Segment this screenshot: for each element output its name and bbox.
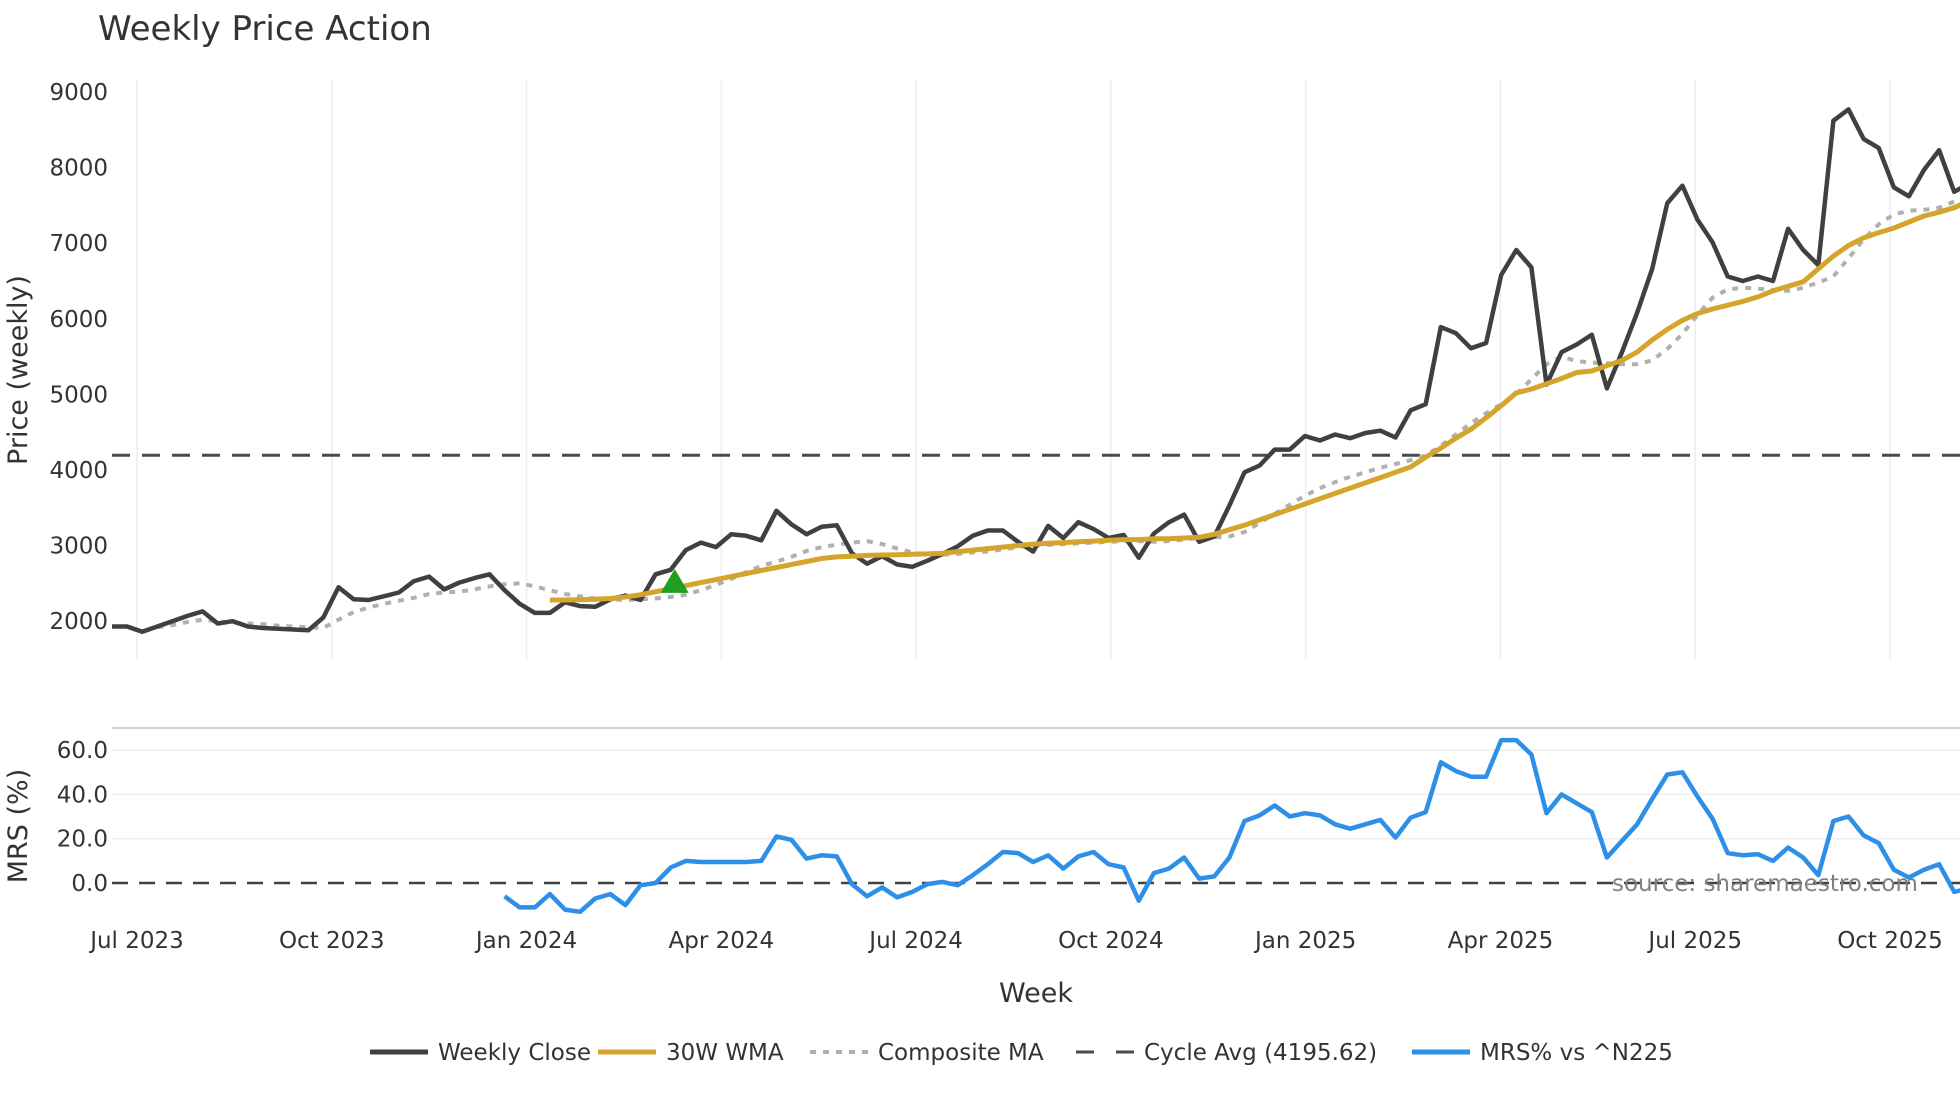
- price-vertical-gridlines: [136, 80, 1891, 660]
- x-axis: Jul 2023 Oct 2023 Jan 2024 Apr 2024 Jul 2024…: [88, 928, 1943, 954]
- legend-label: 30W WMA: [666, 1040, 784, 1066]
- mrs-panel: 0.0 20.0 40.0 60.0 MRS (%) source: sharemae…: [3, 727, 1960, 915]
- price-y-axis-title: Price (weekly): [3, 275, 34, 465]
- price-y-tick-label: 4000: [49, 458, 108, 484]
- price-y-tick-label: 3000: [49, 534, 108, 560]
- source-watermark: source: sharemaestro.com: [1612, 871, 1918, 897]
- mrs-y-tick-label: 0.0: [71, 871, 108, 897]
- mrs-y-axis: 0.0 20.0 40.0 60.0: [57, 738, 108, 897]
- x-tick-label: Apr 2025: [1448, 928, 1554, 954]
- mrs-y-tick-label: 20.0: [57, 827, 108, 853]
- x-axis-title: Week: [999, 978, 1073, 1009]
- x-tick-label: Jan 2025: [1253, 928, 1356, 954]
- price-y-tick-label: 8000: [49, 156, 108, 182]
- mrs-series: [503, 737, 1960, 915]
- legend-entry: Composite MA: [810, 1040, 1044, 1066]
- mrs-vs-n225-line: [503, 737, 1960, 915]
- mrs-y-axis-title: MRS (%): [3, 769, 34, 884]
- x-tick-label: Apr 2024: [669, 928, 775, 954]
- chart-title: Weekly Price Action: [98, 9, 432, 49]
- mrs-horizontal-gridlines: [112, 749, 1960, 840]
- x-tick-label: Oct 2024: [1058, 928, 1164, 954]
- signal-markers: [660, 568, 689, 593]
- legend-label: Composite MA: [878, 1040, 1044, 1066]
- legend-label: MRS% vs ^N225: [1480, 1040, 1673, 1066]
- composite-ma-line: [157, 198, 1960, 630]
- price-panel: 2000 3000 4000 5000 6000 7000 8000 9000 Price (…: [3, 80, 1960, 660]
- legend-entry: 30W WMA: [598, 1040, 784, 1066]
- price-y-tick-label: 9000: [49, 80, 108, 106]
- x-tick-label: Jul 2024: [867, 928, 963, 954]
- price-y-tick-label: 2000: [49, 609, 108, 635]
- mrs-y-tick-label: 40.0: [57, 782, 108, 808]
- buy-signal-triangle-icon: [660, 568, 689, 593]
- legend-label: Cycle Avg (4195.62): [1144, 1040, 1377, 1066]
- x-tick-label: Oct 2025: [1837, 928, 1943, 954]
- price-y-axis: 2000 3000 4000 5000 6000 7000 8000 9000: [49, 80, 108, 635]
- x-tick-label: Oct 2023: [279, 928, 385, 954]
- legend: Weekly Close 30W WMA Composite MA Cycle Avg…: [370, 1040, 1673, 1066]
- legend-entry: MRS% vs ^N225: [1412, 1040, 1673, 1066]
- legend-entry: Cycle Avg (4195.62): [1076, 1040, 1377, 1066]
- legend-entry: Weekly Close: [370, 1040, 591, 1066]
- legend-label: Weekly Close: [438, 1040, 591, 1066]
- price-y-tick-label: 7000: [49, 231, 108, 257]
- price-y-tick-label: 5000: [49, 382, 108, 408]
- price-series: [112, 107, 1960, 635]
- mrs-y-tick-label: 60.0: [57, 738, 108, 764]
- x-tick-label: Jul 2025: [1646, 928, 1742, 954]
- x-tick-label: Jan 2024: [474, 928, 577, 954]
- x-tick-label: Jul 2023: [88, 928, 184, 954]
- weekly-close-line: [112, 107, 1960, 635]
- price-y-tick-label: 6000: [49, 307, 108, 333]
- 30w-wma-line: [549, 202, 1960, 603]
